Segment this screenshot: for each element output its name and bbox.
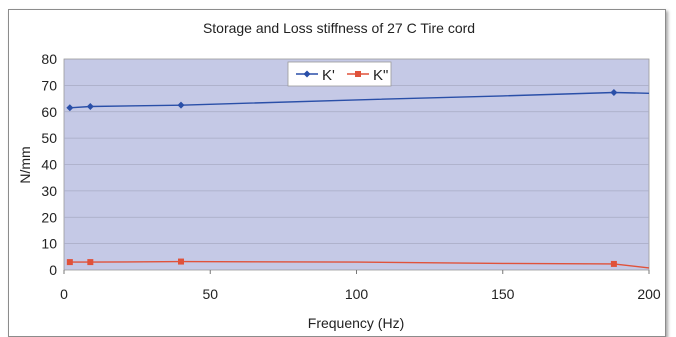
- y-tick-label: 30: [41, 183, 57, 199]
- data-point: [178, 258, 184, 265]
- y-tick-label: 40: [41, 157, 57, 173]
- data-point: [66, 259, 73, 266]
- y-tick-label: 10: [41, 236, 57, 252]
- data-point: [66, 104, 74, 112]
- x-tick-label: 0: [60, 286, 68, 302]
- x-axis-ticks: 0 50 100 150 200: [60, 270, 661, 302]
- data-point: [177, 101, 185, 109]
- x-axis-label: Frequency (Hz): [308, 315, 404, 331]
- y-tick-label: 50: [41, 130, 57, 146]
- legend-label: K": [373, 67, 388, 84]
- x-tick-label: 100: [345, 286, 369, 302]
- y-tick-label: 20: [41, 209, 57, 225]
- data-point: [610, 88, 618, 96]
- data-point: [87, 259, 94, 266]
- y-tick-label: 0: [49, 262, 57, 278]
- x-tick-label: 150: [491, 286, 515, 302]
- data-point: [610, 260, 617, 267]
- x-tick-label: 200: [637, 286, 661, 302]
- legend-label: K': [322, 67, 335, 84]
- series-layer: [66, 88, 650, 269]
- y-axis-ticks: 0 10 20 30 40 50 60 70 80: [41, 51, 57, 278]
- x-tick-label: 50: [202, 286, 218, 302]
- y-tick-label: 80: [41, 51, 57, 67]
- y-axis-label: N/mm: [17, 146, 33, 183]
- gridlines: [64, 84, 649, 245]
- legend-marker: [355, 71, 361, 77]
- legend: K' K": [287, 61, 392, 87]
- y-tick-label: 60: [41, 104, 57, 120]
- data-point: [86, 102, 94, 110]
- y-tick-label: 70: [41, 77, 57, 93]
- chart-title: Storage and Loss stiffness of 27 C Tire …: [203, 20, 475, 36]
- legend-marker: [303, 70, 311, 78]
